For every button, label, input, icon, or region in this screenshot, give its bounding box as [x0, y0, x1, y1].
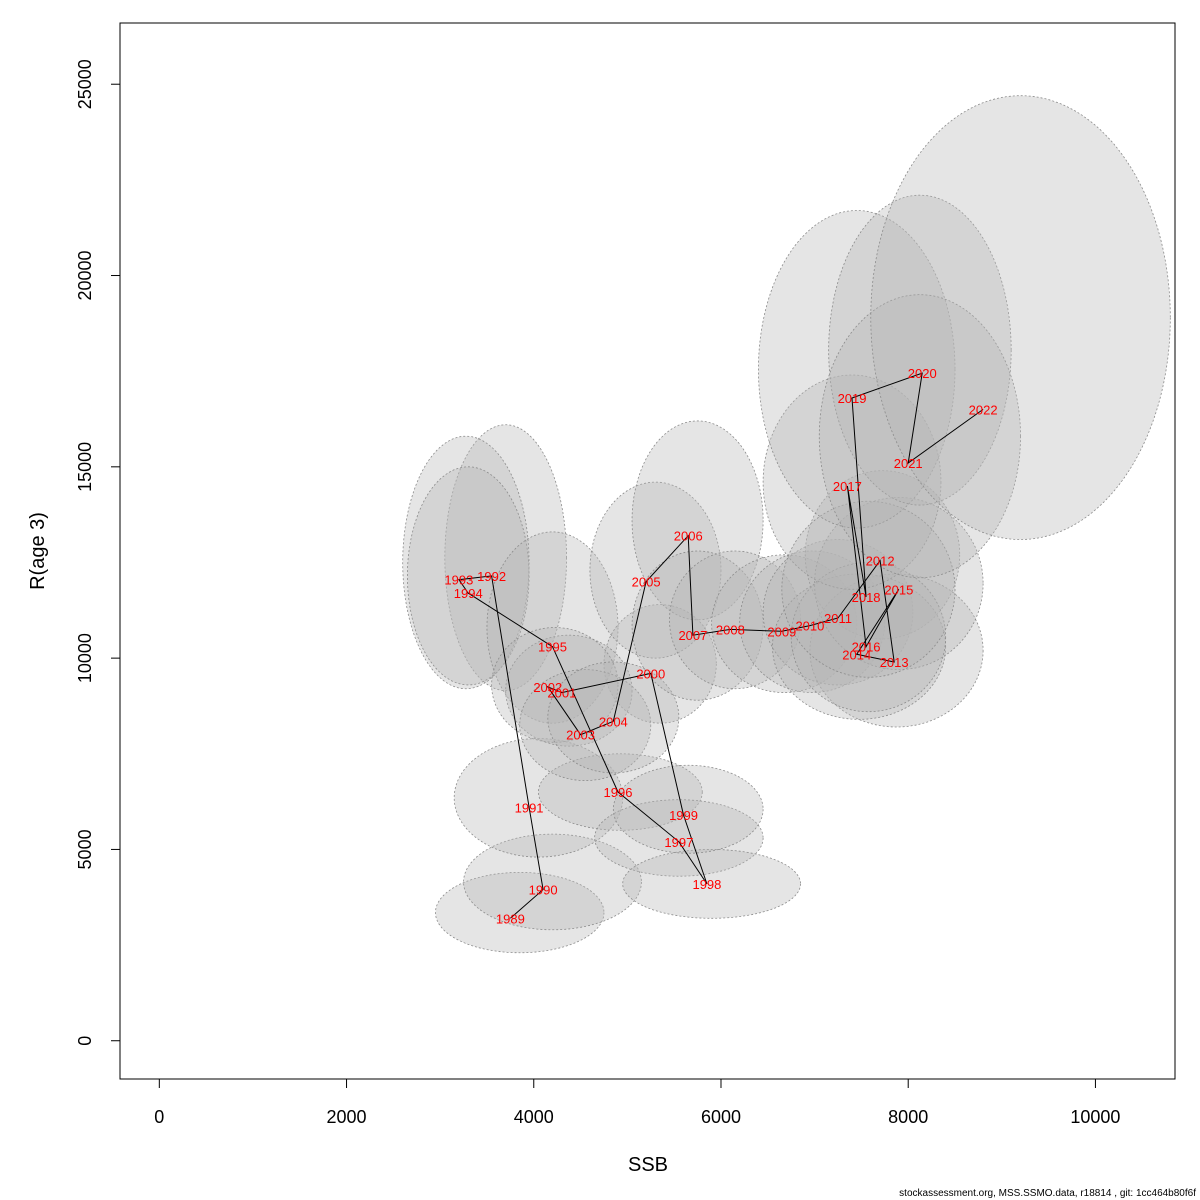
year-label-2017: 2017	[833, 479, 862, 494]
x-axis: 0 2000 4000 6000 8000 10000	[154, 1078, 1120, 1127]
ellipse-1998	[622, 849, 801, 919]
year-label-2000: 2000	[636, 666, 665, 681]
year-label-2013: 2013	[880, 655, 909, 670]
ellipse-2022	[870, 95, 1171, 540]
y-tick-label: 20000	[75, 250, 95, 300]
year-label-2006: 2006	[674, 529, 703, 544]
ellipse-2005	[589, 481, 722, 659]
x-tick-label: 0	[154, 1107, 164, 1127]
year-label-1997: 1997	[664, 835, 693, 850]
year-label-1989: 1989	[496, 911, 525, 926]
ellipse-2011	[762, 539, 914, 686]
ellipse-2008	[669, 550, 801, 690]
footer-text: stockassessment.org, MSS.SSMO.data, r188…	[899, 1188, 1196, 1199]
year-label-1990: 1990	[529, 883, 558, 898]
trajectory-line	[458, 372, 984, 919]
y-axis: 0 5000 10000 15000 20000 25000	[75, 59, 121, 1046]
year-label-2005: 2005	[632, 575, 661, 590]
ellipse-1994	[406, 466, 530, 686]
year-label-1995: 1995	[538, 640, 567, 655]
y-tick-label: 25000	[75, 59, 95, 109]
ellipse-2017	[762, 374, 942, 590]
ellipse-2009	[711, 554, 858, 693]
x-tick-label: 2000	[327, 1107, 367, 1127]
year-label-2016: 2016	[852, 640, 881, 655]
y-axis-title: R(age 3)	[27, 512, 49, 590]
ellipse-1997	[594, 799, 764, 877]
x-tick-label: 10000	[1070, 1107, 1120, 1127]
ellipse-1991	[453, 738, 624, 858]
year-label-1992: 1992	[477, 569, 506, 584]
year-label-2002: 2002	[533, 680, 562, 695]
ellipse-2021	[818, 294, 1021, 579]
confidence-ellipses	[402, 95, 1171, 954]
ellipse-2007	[631, 550, 764, 701]
ellipse-2019	[758, 210, 956, 529]
x-tick-label: 8000	[888, 1107, 928, 1127]
year-label-2022: 2022	[969, 402, 998, 417]
x-axis-title: SSB	[628, 1154, 668, 1176]
ellipse-2002	[491, 627, 619, 743]
ellipse-1989	[435, 871, 605, 954]
year-label-2008: 2008	[716, 622, 745, 637]
year-label-1996: 1996	[604, 785, 633, 800]
year-label-2020: 2020	[908, 366, 937, 381]
x-tick-label: 4000	[514, 1107, 554, 1127]
ellipse-1990	[463, 833, 642, 931]
ellipse-2006	[631, 420, 764, 621]
ellipse-2020	[828, 194, 1012, 506]
y-tick-label: 15000	[75, 442, 95, 492]
ellipse-2012	[804, 470, 961, 640]
ellipse-2000	[603, 604, 717, 724]
ellipse-2010	[739, 550, 886, 693]
ellipse-2004	[547, 661, 680, 774]
year-label-2018: 2018	[852, 590, 881, 605]
ellipse-1996	[538, 753, 703, 831]
year-label-2001: 2001	[547, 686, 576, 701]
year-label-2009: 2009	[767, 624, 796, 639]
y-tick-label: 5000	[75, 829, 95, 869]
y-tick-label: 0	[75, 1036, 95, 1046]
year-label-2021: 2021	[894, 456, 923, 471]
ellipse-1999	[612, 764, 764, 854]
ellipse-1993	[402, 435, 530, 690]
year-label-2019: 2019	[838, 391, 867, 406]
year-label-2010: 2010	[795, 619, 824, 634]
year-label-2003: 2003	[566, 728, 595, 743]
x-tick-label: 6000	[701, 1107, 741, 1127]
ellipse-2013	[809, 573, 984, 728]
ellipse-2018	[781, 500, 956, 678]
y-tick-label: 10000	[75, 633, 95, 683]
year-label-1998: 1998	[692, 877, 721, 892]
year-trajectory	[458, 372, 984, 919]
year-label-1999: 1999	[669, 808, 698, 823]
year-label-2004: 2004	[599, 714, 628, 729]
year-label-2007: 2007	[678, 628, 707, 643]
year-label-2012: 2012	[866, 554, 895, 569]
year-label-2014: 2014	[842, 647, 871, 662]
ellipse-1992	[444, 424, 567, 692]
year-label-1993: 1993	[444, 573, 473, 588]
ellipse-2003	[519, 669, 652, 781]
year-label-1991: 1991	[515, 800, 544, 815]
year-label-2015: 2015	[884, 582, 913, 597]
year-label-2011: 2011	[824, 611, 852, 626]
ellipse-2014	[772, 573, 947, 720]
year-label-1994: 1994	[454, 586, 483, 601]
